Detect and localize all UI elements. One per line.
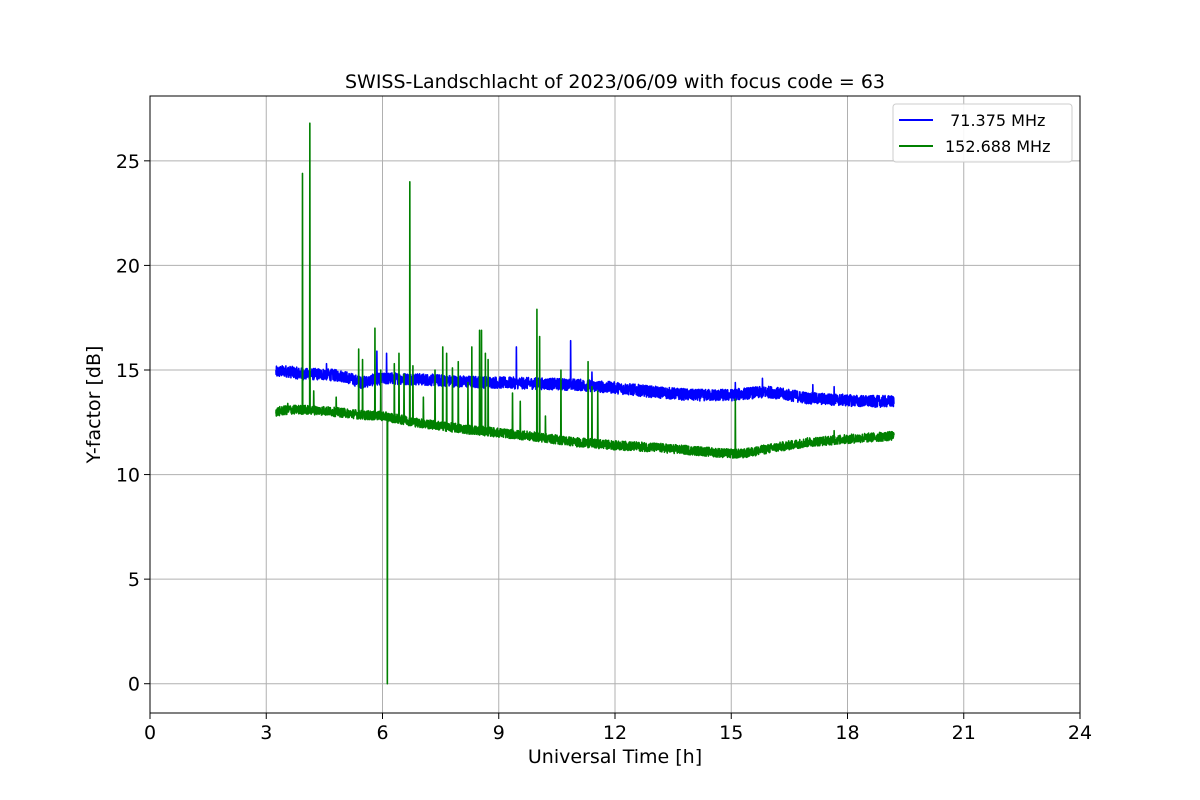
x-tick-label: 21 [952,722,976,744]
x-tick-label: 24 [1068,722,1092,744]
x-tick-label: 18 [835,722,859,744]
series-line-1 [275,122,895,685]
y-tick-label: 5 [128,569,140,591]
series-line-0 [275,339,895,408]
x-tick-label: 15 [719,722,743,744]
y-tick-label: 25 [116,151,140,173]
y-tick-label: 0 [128,674,140,696]
legend-box [892,103,1073,163]
legend: 71.375 MHz 152.688 MHz [892,103,1073,163]
x-tick-label: 3 [260,722,272,744]
series-layer [275,122,895,685]
y-axis-label: Y-factor [dB] [83,346,105,465]
chart-title: SWISS-Landschlacht of 2023/06/09 with fo… [345,71,885,93]
ticks: 0 3 6 9 12 15 18 21 24 0 5 10 15 20 25 [116,151,1092,744]
x-tick-label: 9 [493,722,505,744]
x-axis-label: Universal Time [h] [528,746,702,768]
x-tick-label: 0 [144,722,156,744]
legend-label: 71.375 MHz [945,111,1045,130]
y-tick-label: 10 [116,465,140,487]
y-tick-label: 20 [116,255,140,277]
legend-label: 152.688 MHz [945,137,1050,156]
x-tick-label: 12 [603,722,627,744]
y-tick-label: 15 [116,360,140,382]
x-tick-label: 6 [376,722,388,744]
